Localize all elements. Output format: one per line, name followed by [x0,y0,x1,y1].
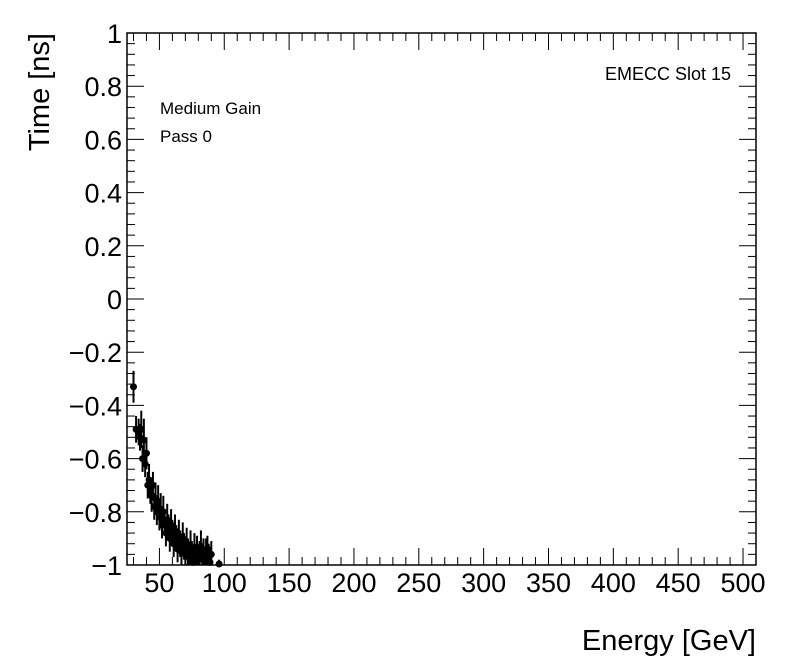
x-tick-label: 200 [331,568,376,598]
data-point [207,550,215,558]
data-point [142,449,150,457]
x-tick-label: 100 [202,568,247,598]
y-axis-title: Time [ns] [24,33,56,151]
pass-annotation: Pass 0 [160,127,212,146]
y-tick-label: −0.6 [69,445,122,475]
x-tick-label: 500 [720,568,765,598]
x-tick-label: 50 [144,568,174,598]
y-tick-label: −1 [91,551,122,581]
gain-annotation: Medium Gain [160,99,261,118]
y-tick-label: 0.6 [84,125,122,155]
y-tick-label: 0.8 [84,72,122,102]
x-tick-label: 350 [526,568,571,598]
slot-annotation: EMECC Slot 15 [605,64,731,84]
x-tick-label: 400 [591,568,636,598]
x-tick-labels: 50 100 150 200 250 300 350 400 450 500 [144,568,765,598]
x-tick-label: 250 [396,568,441,598]
y-tick-label: 0.2 [84,232,122,262]
axis-ticks [127,32,757,566]
x-tick-label: 450 [656,568,701,598]
y-tick-labels: −1 −0.8 −0.6 −0.4 −0.2 0 0.2 0.4 0.6 0.8 1 [69,19,122,581]
data-points [129,370,223,568]
y-tick-label: −0.2 [69,338,122,368]
x-tick-label: 150 [267,568,312,598]
y-tick-label: 1 [107,19,122,49]
data-point [159,508,167,516]
y-tick-label: 0 [107,285,122,315]
x-tick-label: 300 [461,568,506,598]
data-point [206,558,214,566]
y-tick-label: 0.4 [84,179,122,209]
y-tick-label: −0.4 [69,391,122,421]
y-tick-label: −0.8 [69,498,122,528]
data-point [215,560,223,568]
data-point [129,383,137,391]
data-point [141,460,149,468]
x-axis-title: Energy [GeV] [582,625,756,657]
